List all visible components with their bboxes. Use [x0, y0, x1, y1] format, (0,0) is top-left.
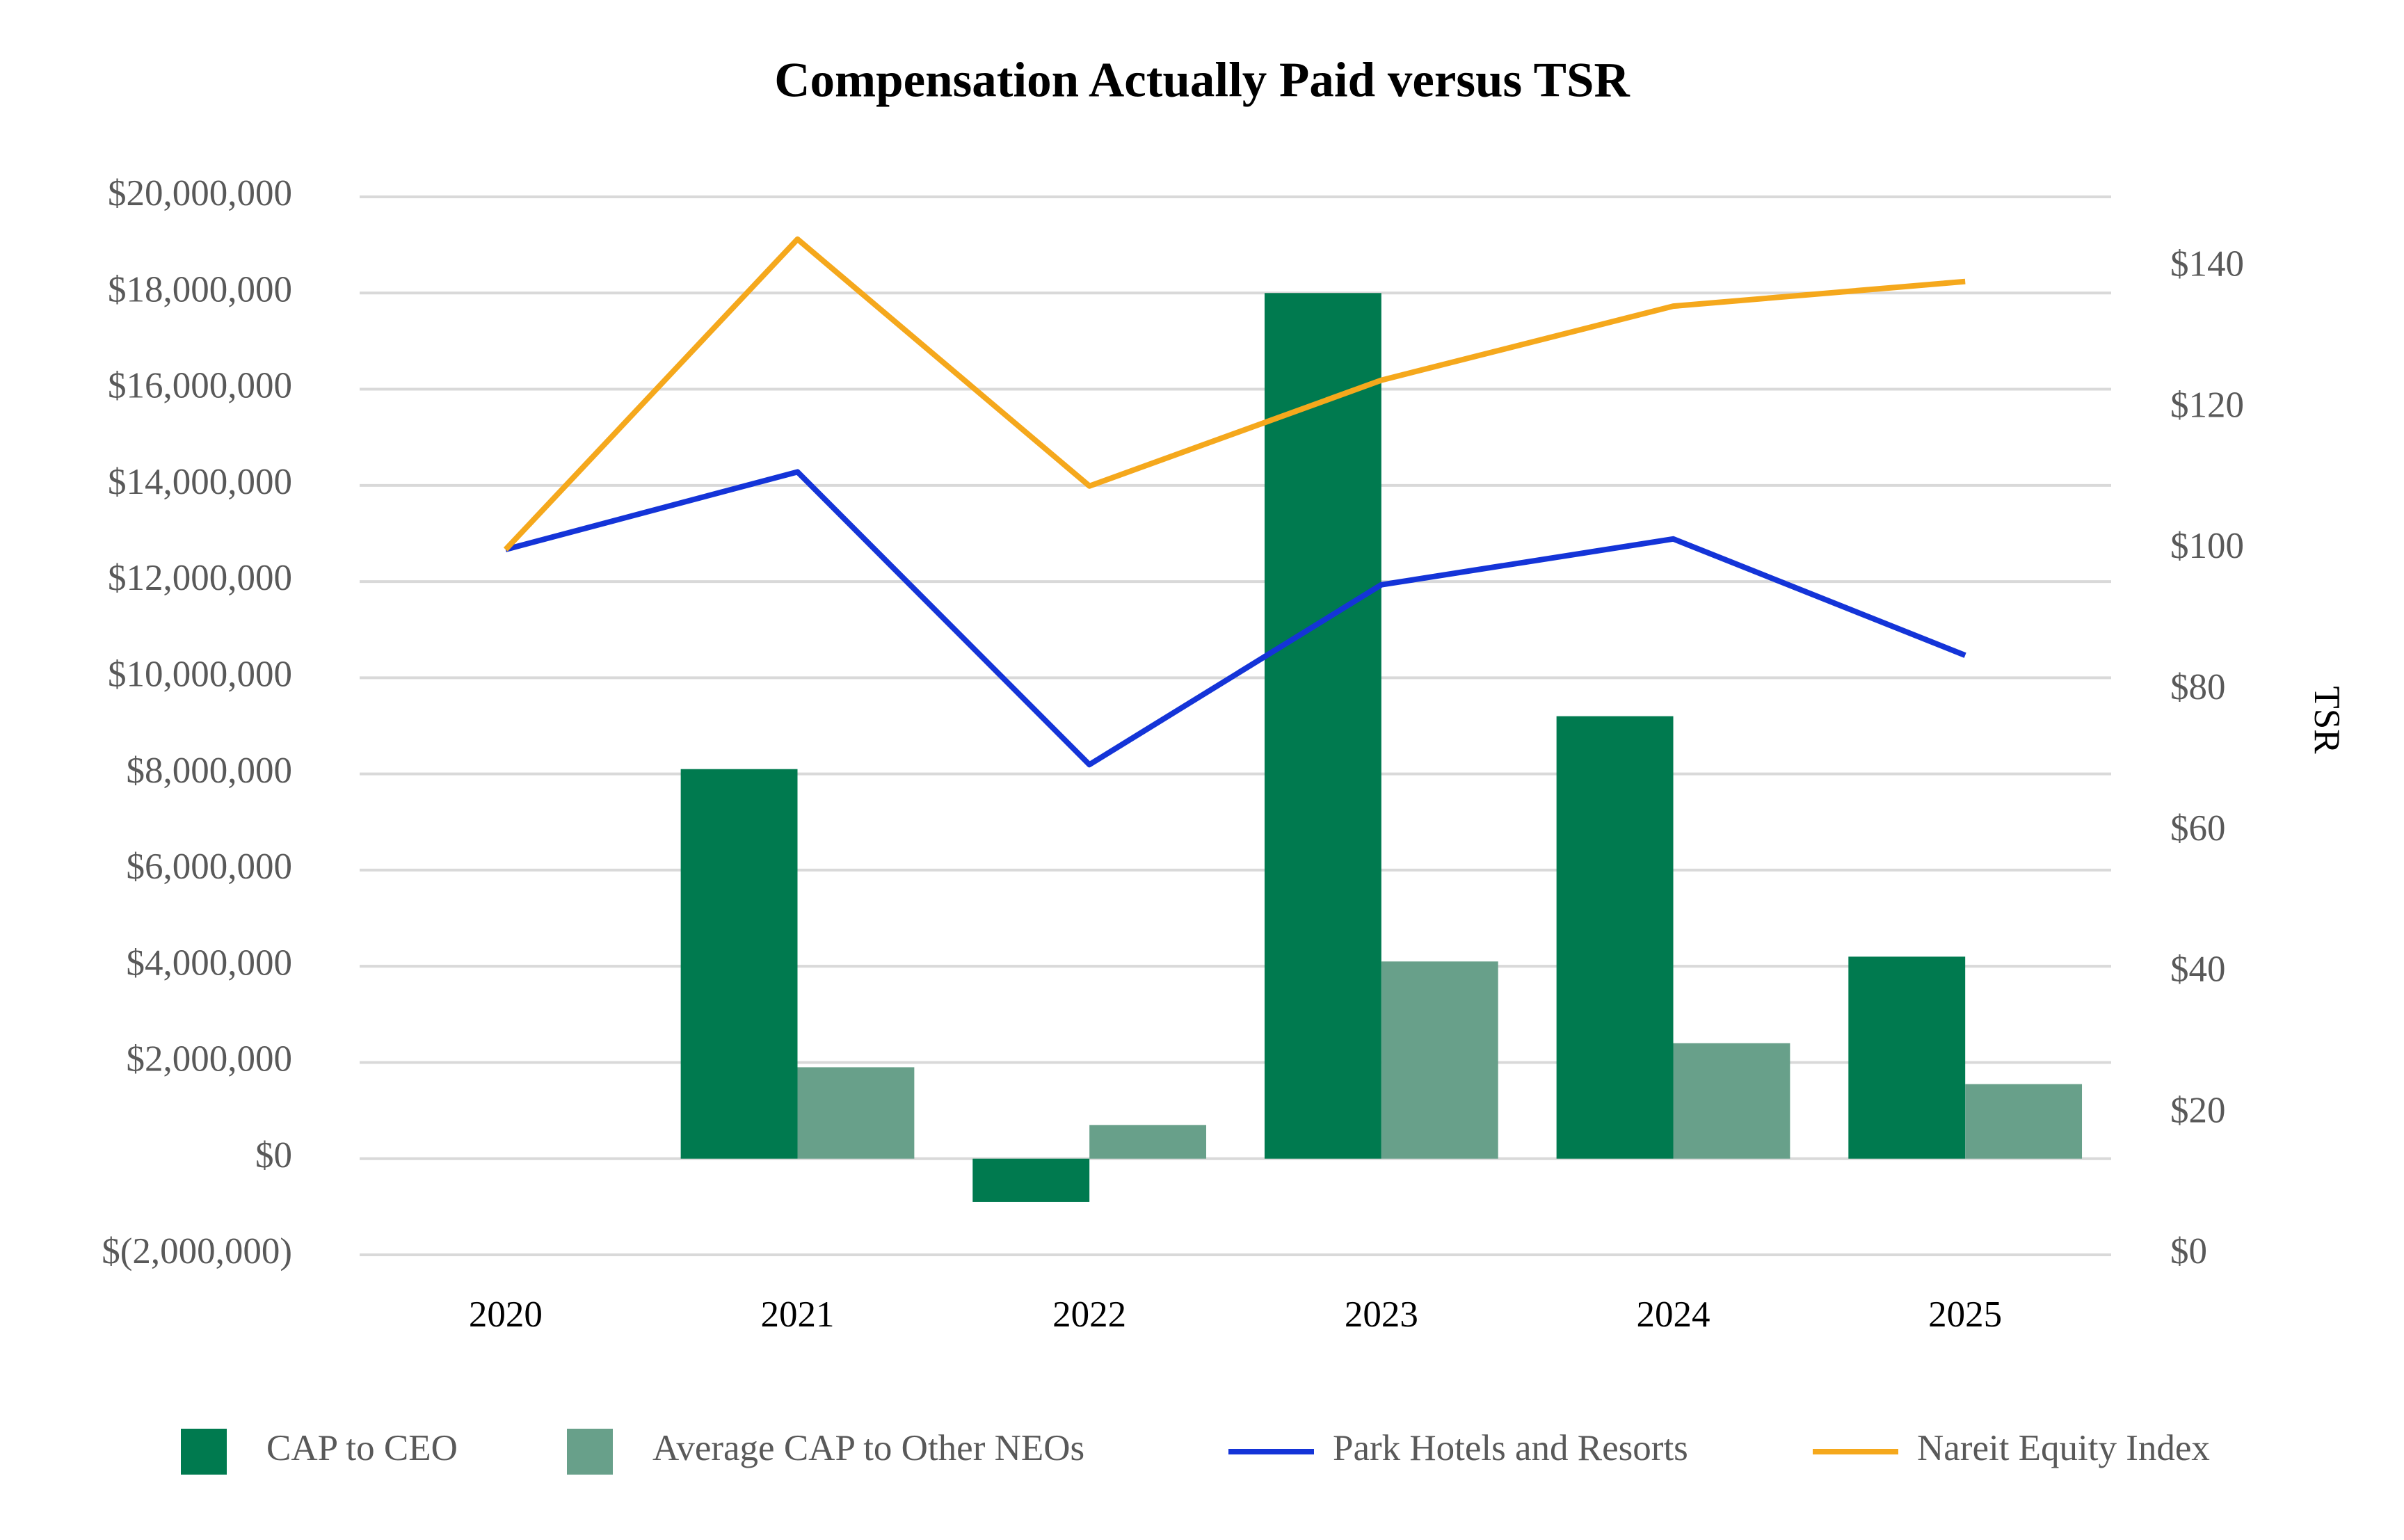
- y-tick-label: $18,000,000: [108, 269, 292, 310]
- y2-tick-label: $60: [2170, 808, 2226, 849]
- legend-label: Park Hotels and Resorts: [1333, 1428, 1688, 1468]
- x-tick-label: 2025: [1928, 1294, 2002, 1335]
- bar: [1264, 293, 1381, 1159]
- y2-tick-label: $120: [2170, 385, 2244, 425]
- y-tick-label: $6,000,000: [127, 847, 293, 887]
- bar: [797, 1067, 915, 1159]
- y-tick-label: $14,000,000: [108, 462, 292, 502]
- y2-tick-label: $40: [2170, 949, 2226, 990]
- y-tick-label: $10,000,000: [108, 655, 292, 695]
- y2-tick-label: $0: [2170, 1231, 2207, 1272]
- y2-tick-label: $80: [2170, 667, 2226, 707]
- legend-swatch: [181, 1429, 227, 1475]
- legend-label: Nareit Equity Index: [1917, 1428, 2210, 1468]
- legend-swatch: [567, 1429, 613, 1475]
- x-tick-label: 2022: [1052, 1294, 1126, 1335]
- y-tick-label: $4,000,000: [127, 943, 293, 983]
- chart-title: Compensation Actually Paid versus TSR: [774, 53, 1630, 107]
- y-tick-label: $8,000,000: [127, 751, 293, 791]
- y2-axis-label: TSR: [2307, 686, 2347, 754]
- x-tick-label: 2020: [469, 1294, 543, 1335]
- y-tick-label: $16,000,000: [108, 366, 292, 406]
- bar: [1556, 716, 1674, 1159]
- y2-tick-label: $100: [2170, 526, 2244, 566]
- x-tick-label: 2024: [1637, 1294, 1710, 1335]
- bar: [1673, 1043, 1790, 1159]
- line-series: [503, 236, 1966, 552]
- bar: [1848, 956, 1966, 1159]
- y-tick-label: $12,000,000: [108, 558, 292, 598]
- legend-label: Average CAP to Other NEOs: [652, 1428, 1084, 1468]
- y-tick-label: $2,000,000: [127, 1039, 293, 1080]
- y-tick-label: $0: [255, 1135, 292, 1176]
- y2-tick-label: $20: [2170, 1090, 2226, 1130]
- legend-label: CAP to CEO: [266, 1428, 458, 1468]
- y-tick-label: $20,000,000: [108, 173, 292, 214]
- x-tick-label: 2021: [761, 1294, 835, 1335]
- y-tick-label: $(2,000,000): [102, 1231, 292, 1272]
- bar: [1965, 1084, 2083, 1159]
- bar: [1089, 1125, 1207, 1159]
- line-series: [504, 469, 1966, 768]
- bar: [972, 1158, 1090, 1202]
- y2-tick-label: $140: [2170, 244, 2244, 284]
- bar: [1381, 961, 1498, 1159]
- x-tick-label: 2023: [1345, 1294, 1418, 1335]
- bar: [680, 769, 798, 1159]
